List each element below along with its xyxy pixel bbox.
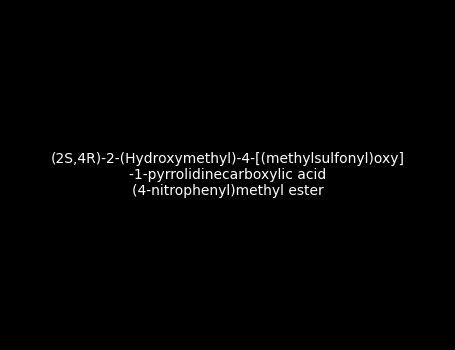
Text: (2S,4R)-2-(Hydroxymethyl)-4-[(methylsulfonyl)oxy]
-1-pyrrolidinecarboxylic acid
: (2S,4R)-2-(Hydroxymethyl)-4-[(methylsulf… [51,152,404,198]
